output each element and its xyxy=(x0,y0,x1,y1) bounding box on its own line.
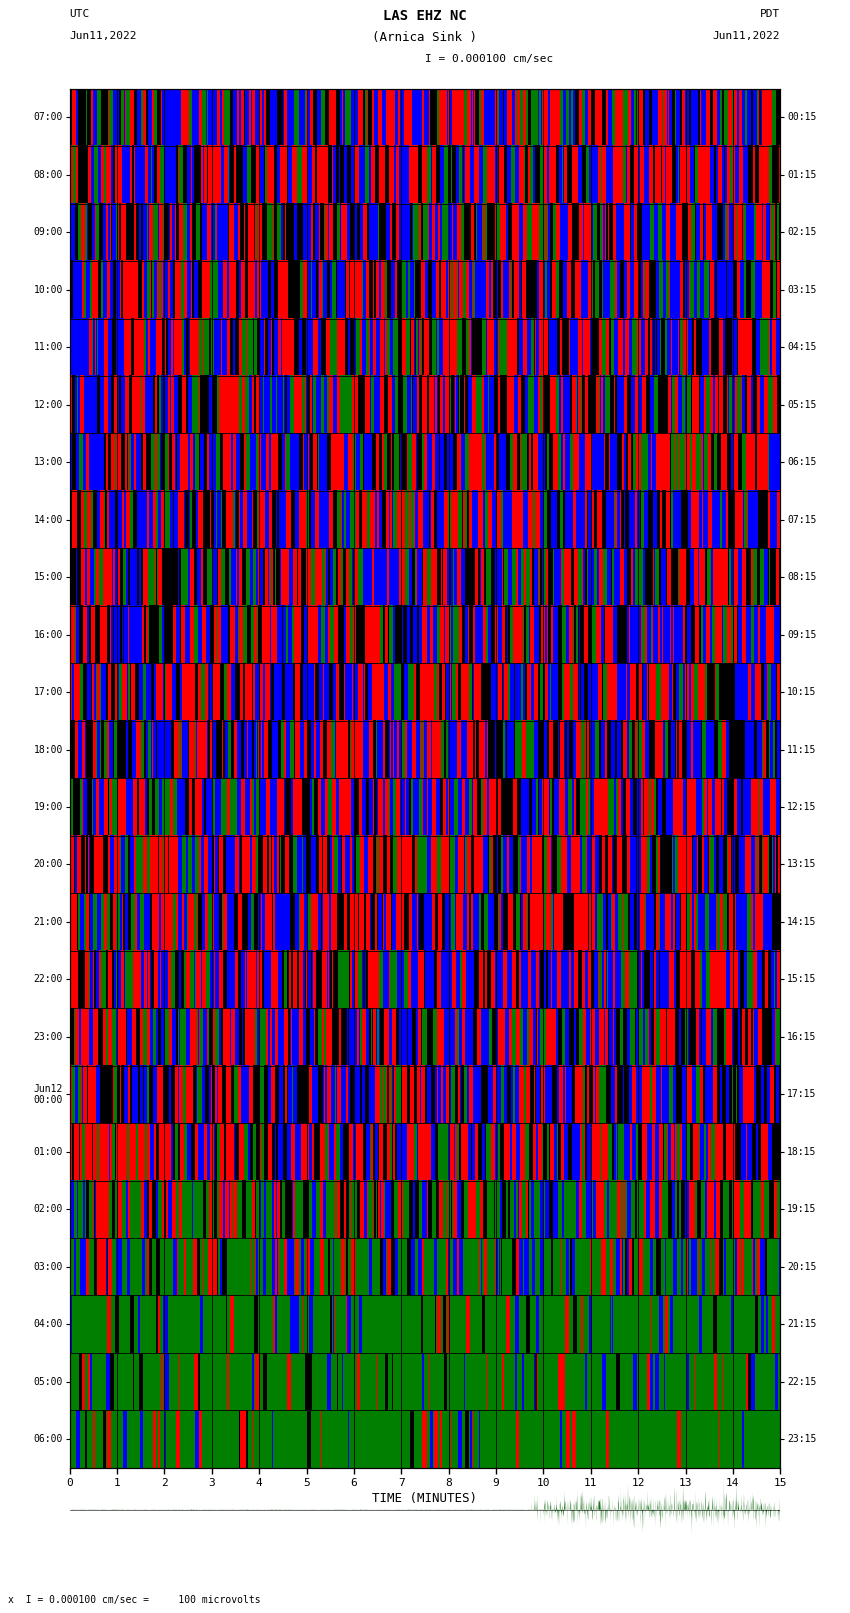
Text: UTC: UTC xyxy=(70,10,90,19)
Text: I = 0.000100 cm/sec: I = 0.000100 cm/sec xyxy=(425,53,553,65)
Text: Jun11,2022: Jun11,2022 xyxy=(713,31,780,42)
Text: Jun11,2022: Jun11,2022 xyxy=(70,31,137,42)
Text: (Arnica Sink ): (Arnica Sink ) xyxy=(372,31,478,45)
Text: LAS EHZ NC: LAS EHZ NC xyxy=(383,10,467,23)
Text: PDT: PDT xyxy=(760,10,780,19)
Text: x  I = 0.000100 cm/sec =     100 microvolts: x I = 0.000100 cm/sec = 100 microvolts xyxy=(8,1595,261,1605)
X-axis label: TIME (MINUTES): TIME (MINUTES) xyxy=(372,1492,478,1505)
